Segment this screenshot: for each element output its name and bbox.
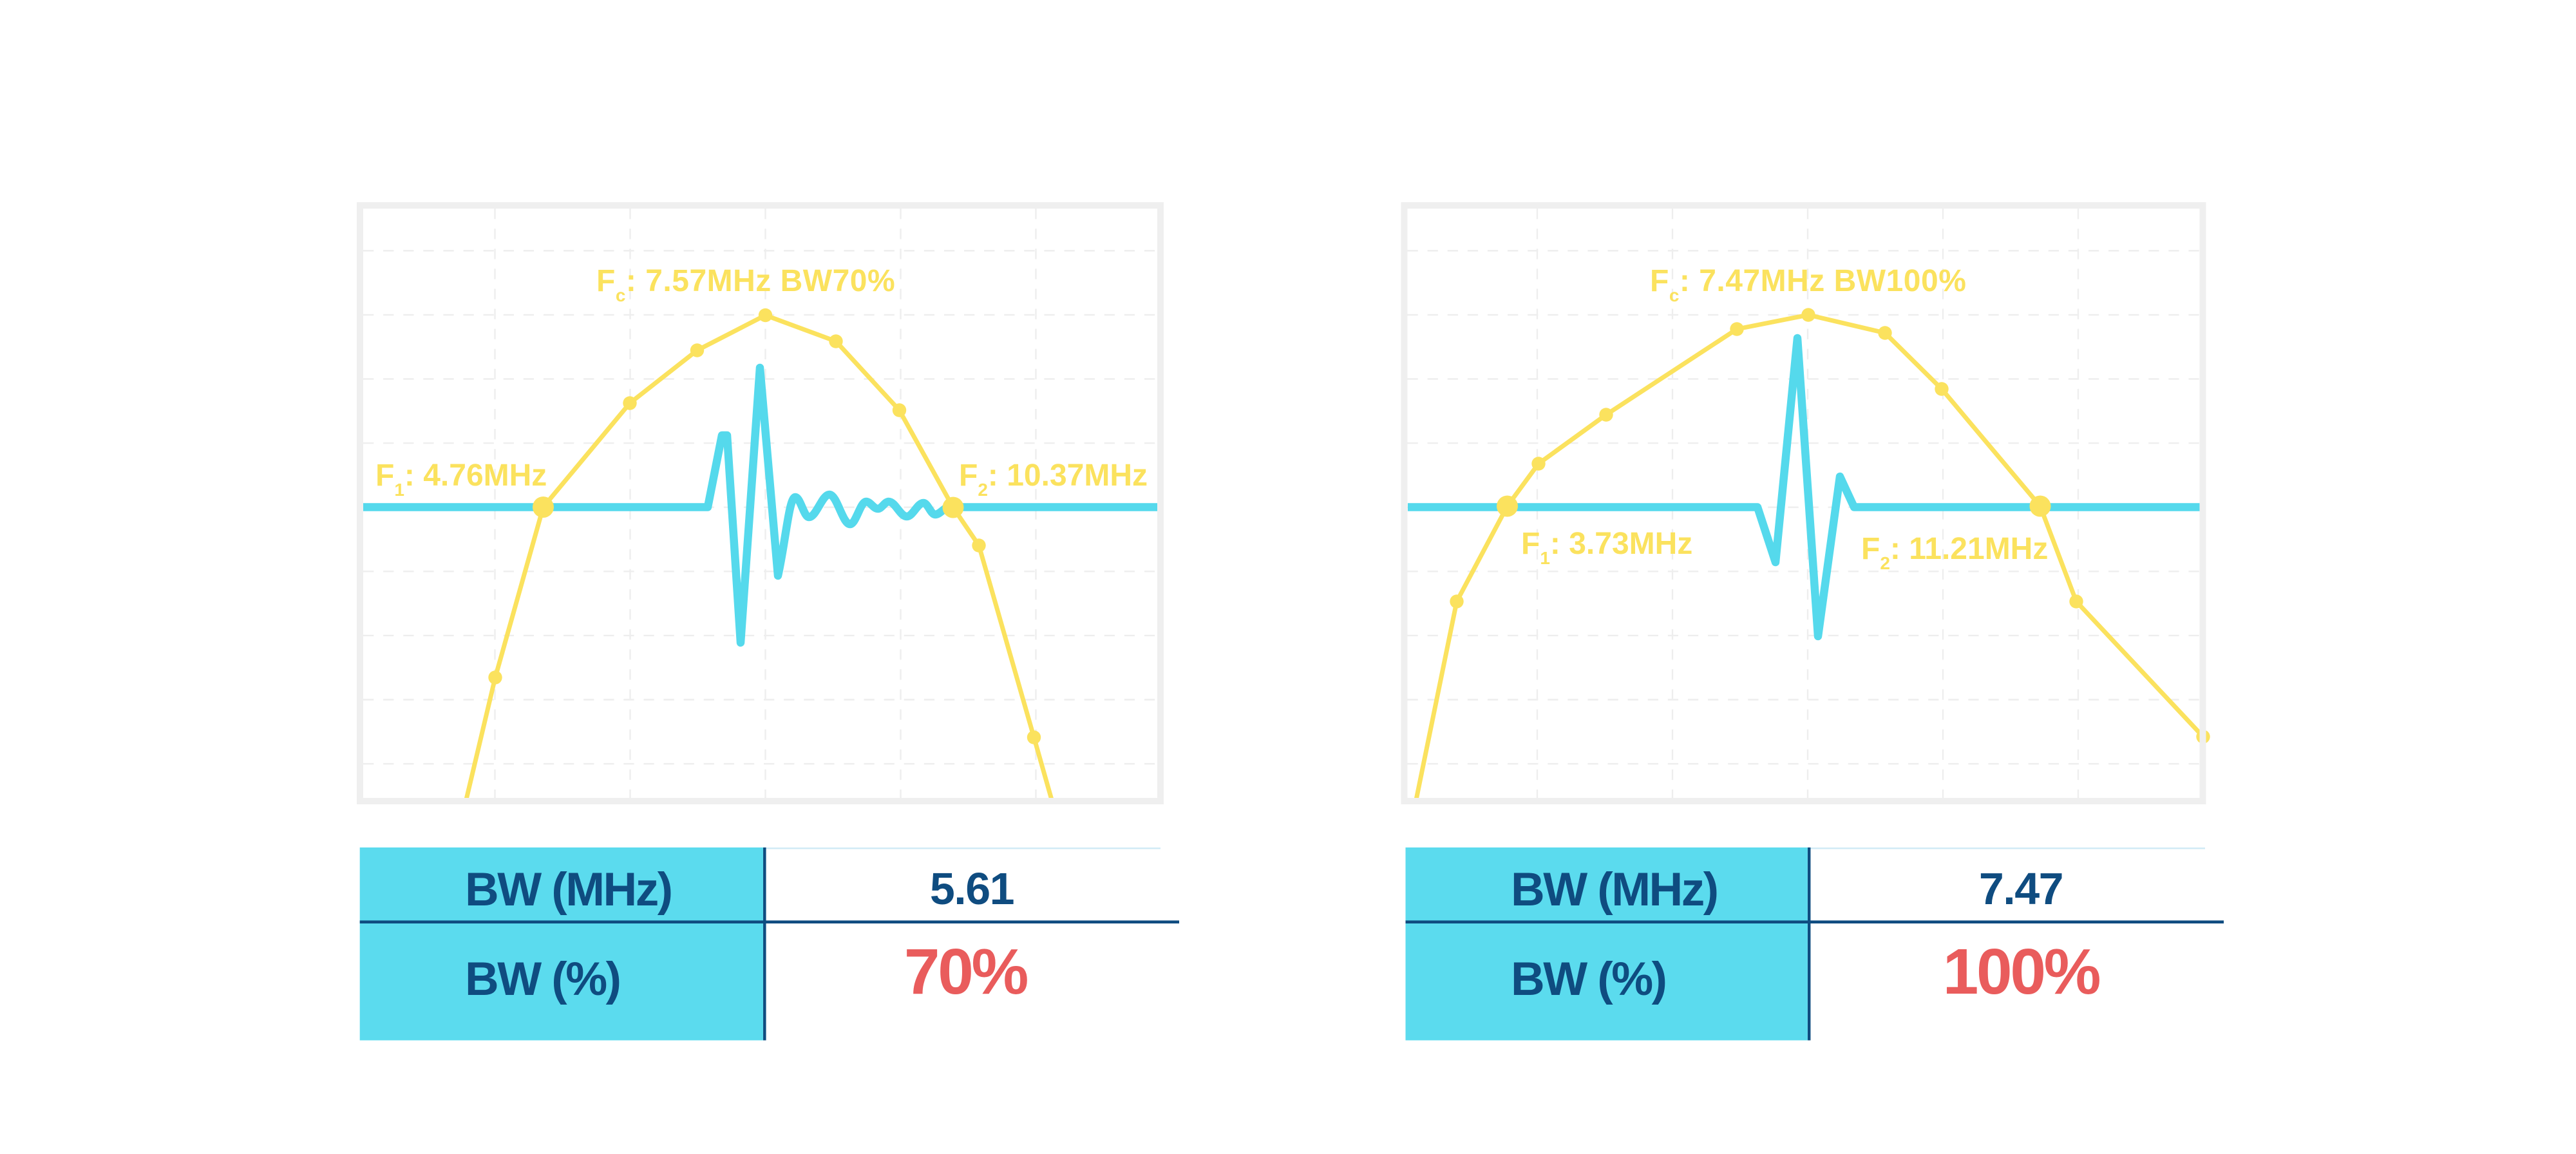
svg-text:BW (MHz): BW (MHz): [1511, 864, 1718, 916]
svg-text:100%: 100%: [1943, 936, 2100, 1008]
svg-text:BW (MHz): BW (MHz): [465, 864, 672, 916]
svg-text:BW (%): BW (%): [1511, 953, 1665, 1005]
svg-text:7.47: 7.47: [1979, 864, 2063, 914]
svg-text:70%: 70%: [904, 936, 1028, 1008]
svg-text:BW (%): BW (%): [465, 953, 620, 1005]
svg-text:F1: 4.76MHz: F1: 4.76MHz: [375, 459, 547, 500]
svg-text:5.61: 5.61: [930, 864, 1014, 914]
